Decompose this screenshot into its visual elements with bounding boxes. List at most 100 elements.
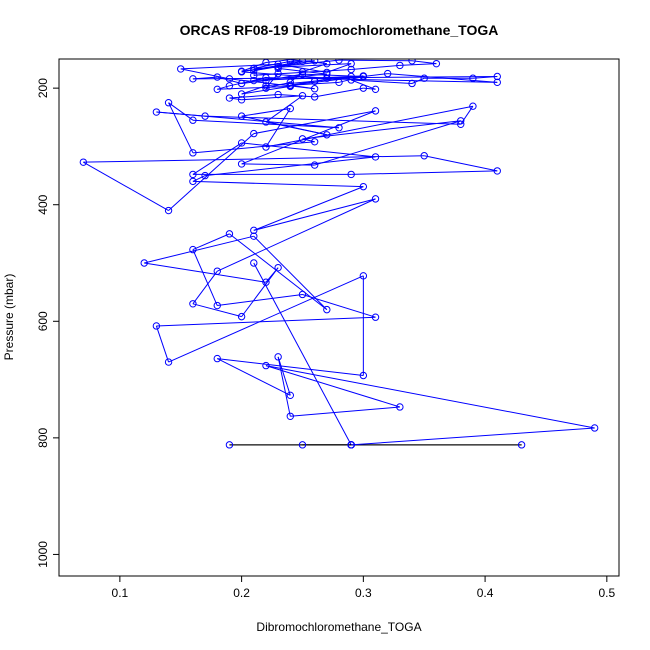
series-line-segment — [253, 198, 376, 231]
data-point — [189, 116, 197, 124]
data-point — [432, 59, 441, 68]
data-point — [469, 74, 477, 82]
data-point — [310, 85, 319, 93]
data-point — [250, 129, 258, 138]
chart-title: ORCAS RF08-19 Dibromochloromethane_TOGA — [180, 22, 499, 38]
data-point — [298, 68, 307, 76]
series-line-segment — [290, 59, 327, 65]
x-axis: 0.1 0.2 0.3 0.4 0.5 — [112, 575, 615, 600]
data-point — [213, 301, 221, 310]
data-point — [590, 424, 599, 432]
data-point — [347, 76, 355, 84]
data-point — [213, 354, 221, 363]
data-point — [420, 152, 428, 160]
data-point — [213, 267, 221, 275]
data-point — [323, 59, 331, 68]
series-line-segment — [192, 270, 218, 305]
series-line-segment — [253, 235, 328, 310]
series-line-segment — [241, 85, 267, 95]
series-line-segment — [192, 119, 340, 129]
series-line-segment — [241, 267, 279, 317]
series-line-segment — [192, 76, 218, 80]
data-point — [371, 313, 380, 321]
data-point — [298, 441, 307, 449]
data-point — [250, 71, 258, 80]
data-point — [359, 72, 368, 80]
series-line-segment — [192, 180, 364, 188]
series-line-segment — [217, 358, 291, 396]
data-point — [457, 120, 465, 128]
x-axis-label: Dibromochloromethane_TOGA — [256, 620, 421, 634]
data-point — [237, 90, 246, 98]
data-point — [396, 61, 404, 70]
x-tick-label: 0.3 — [355, 586, 372, 600]
series-line-segment — [229, 94, 279, 99]
y-tick-label: 200 — [36, 78, 50, 98]
data-point — [469, 102, 477, 110]
data-point — [310, 161, 319, 169]
data-point — [396, 403, 404, 411]
series-line-segment — [265, 365, 401, 408]
y-tick-label: 800 — [36, 428, 50, 448]
data-point — [262, 278, 270, 286]
data-point — [262, 82, 270, 90]
series-line-segment — [83, 161, 169, 211]
data-point — [201, 171, 209, 180]
data-point — [262, 73, 270, 82]
data-point — [152, 322, 161, 330]
series-line-segment — [290, 406, 400, 417]
data-point — [237, 112, 246, 120]
data-point — [79, 158, 88, 166]
data-point — [250, 259, 258, 267]
data-point — [237, 160, 246, 168]
data-point — [274, 353, 282, 361]
x-tick-label: 0.2 — [233, 586, 250, 600]
data-point — [347, 72, 355, 81]
series-line-segment — [411, 60, 437, 65]
data-point — [493, 78, 501, 87]
series-line-segment — [387, 73, 498, 83]
data-point — [164, 358, 173, 366]
data-point — [310, 59, 319, 65]
series-line-segment — [156, 111, 206, 117]
series-line-segment — [241, 142, 376, 158]
series-line-segment — [253, 60, 291, 69]
series-line-segment — [241, 163, 315, 166]
data-point — [262, 76, 270, 85]
data-point — [262, 361, 270, 370]
series-line-segment — [205, 156, 376, 177]
y-axis: 200 400 600 800 1000 — [36, 78, 60, 568]
data-point — [310, 93, 319, 101]
series-line-segment — [192, 303, 242, 318]
series-line-segment — [265, 365, 595, 429]
y-axis-label: Pressure (mbar) — [2, 274, 16, 361]
data-point — [323, 305, 331, 314]
series-line-segment — [241, 60, 303, 73]
series-line-segment — [253, 75, 352, 82]
data-point — [164, 206, 173, 215]
series-line-segment — [180, 68, 230, 80]
series-line-segment — [229, 233, 328, 311]
data-point — [189, 177, 197, 186]
data-point — [517, 441, 526, 449]
data-point — [225, 94, 234, 102]
data-point — [189, 300, 197, 308]
series-line-segment — [217, 293, 303, 307]
data-point — [286, 82, 295, 91]
data-point — [493, 167, 501, 175]
data-point — [213, 73, 221, 81]
series-line-segment — [253, 262, 352, 446]
x-tick-label: 0.4 — [477, 586, 494, 600]
data-point — [250, 76, 258, 85]
plot-frame — [58, 58, 620, 577]
data-point — [408, 59, 416, 65]
data-point — [371, 195, 380, 203]
data-point — [152, 108, 161, 116]
series-line-segment — [265, 95, 303, 123]
data-point — [310, 138, 319, 146]
data-point — [225, 441, 234, 449]
data-point — [298, 290, 307, 299]
data-point — [347, 441, 355, 449]
series-line-segment — [424, 155, 498, 172]
series-line-segment — [192, 249, 218, 306]
